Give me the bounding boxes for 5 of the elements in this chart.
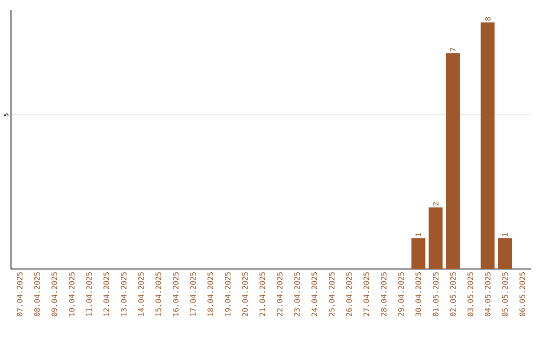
- bar: [480, 22, 495, 269]
- bar: [446, 53, 460, 269]
- bar: [428, 207, 443, 269]
- bar: [498, 238, 512, 269]
- bar: [411, 238, 426, 269]
